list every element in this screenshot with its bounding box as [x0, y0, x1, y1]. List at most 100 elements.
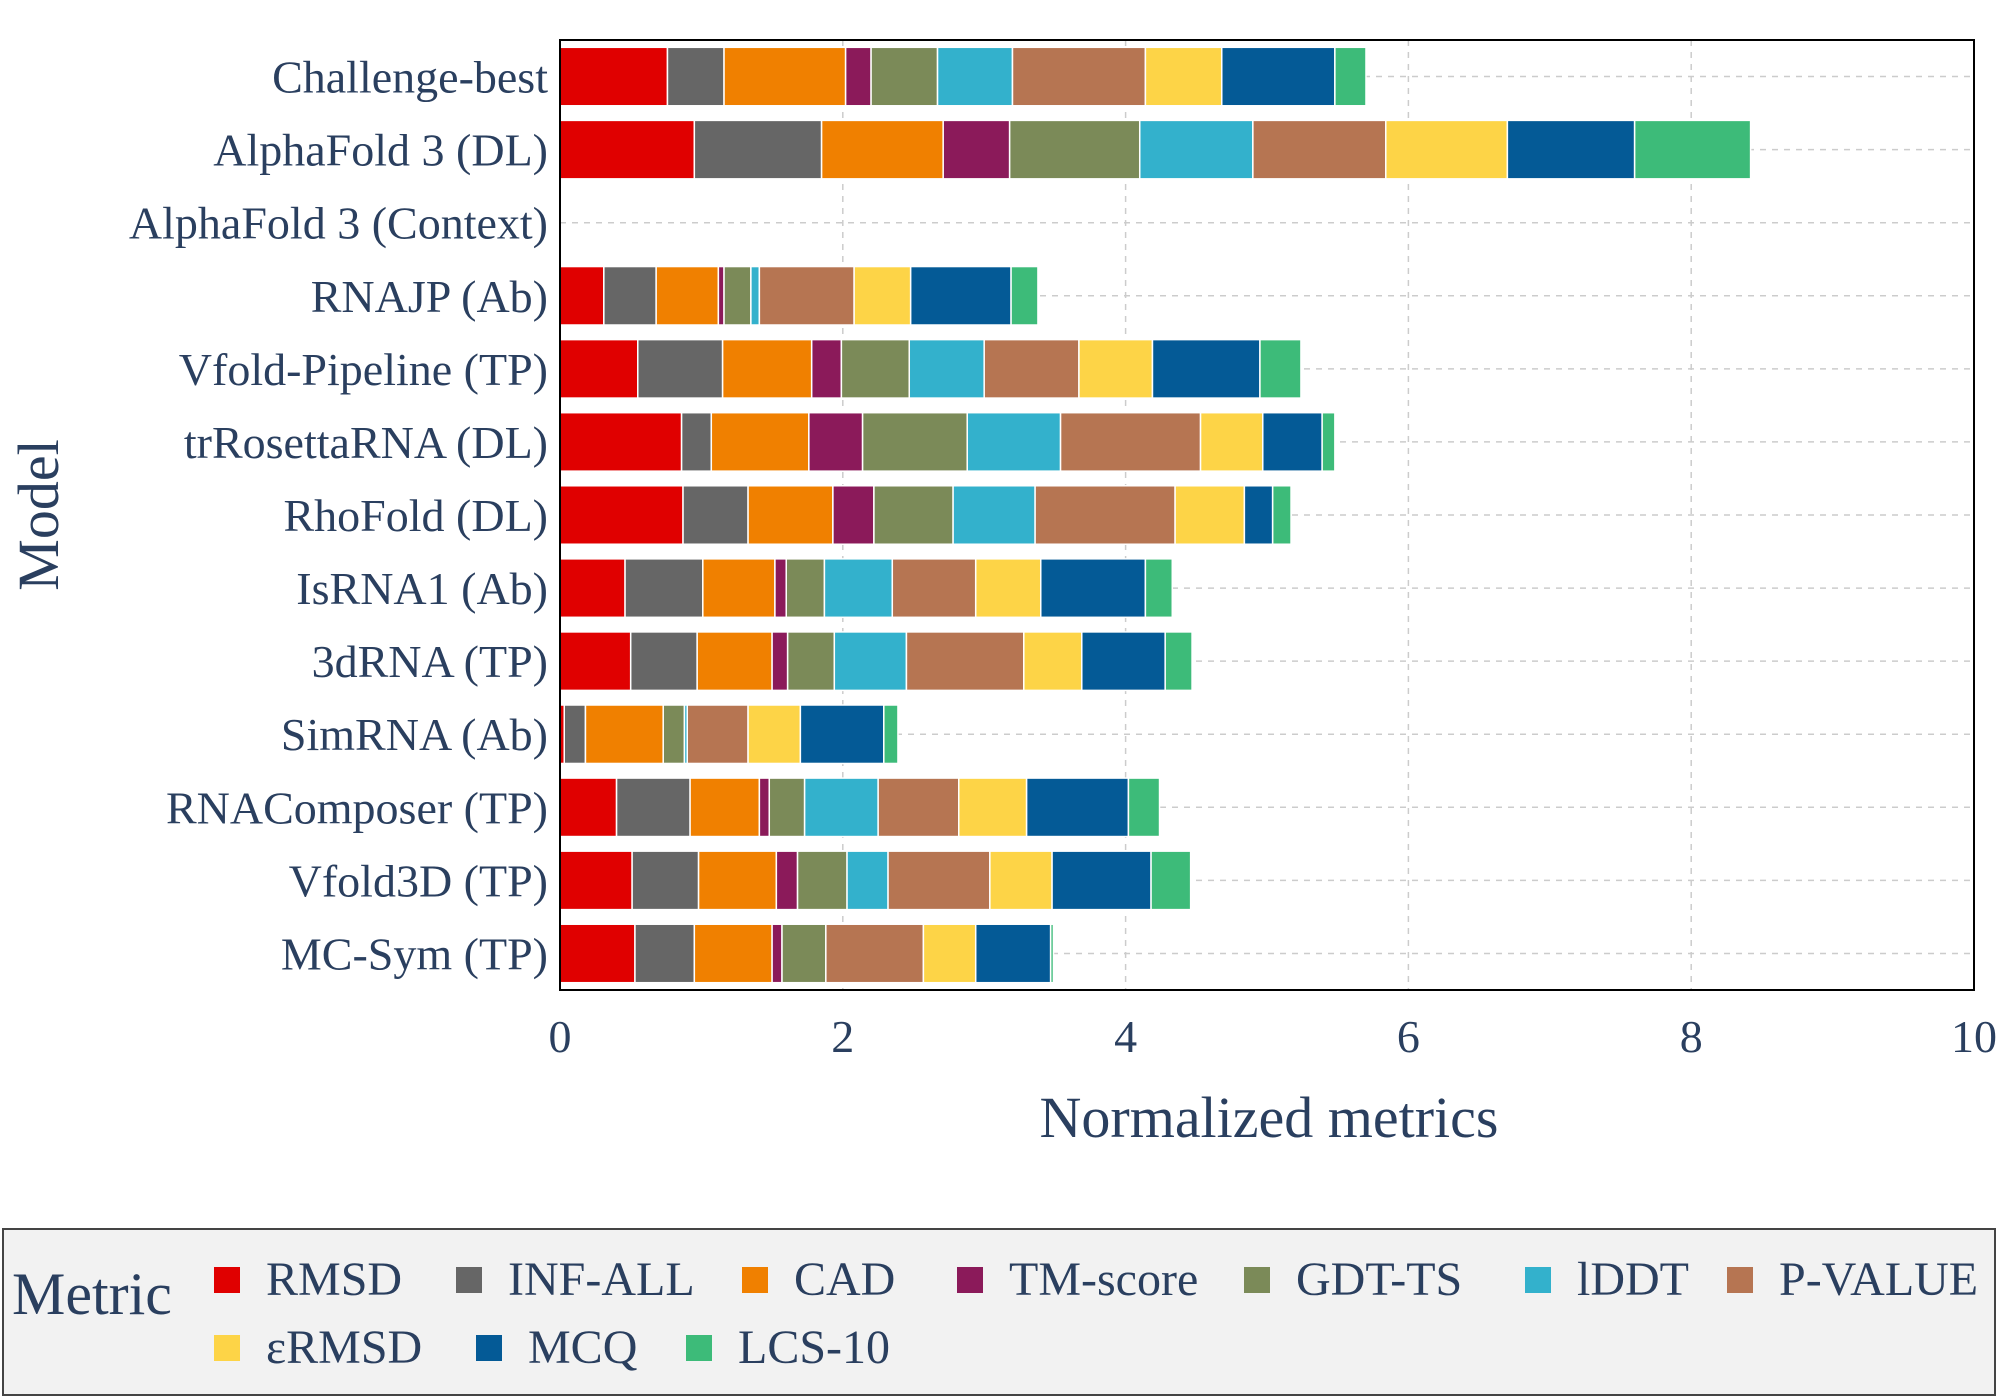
bar-segment: [1262, 411, 1323, 472]
y-tick-label: IsRNA1 (Ab): [296, 563, 548, 614]
bar-segment: [785, 558, 826, 619]
bar-segment: [887, 850, 991, 911]
y-tick-label: MC-Sym (TP): [281, 928, 548, 979]
bar-segment: [682, 485, 749, 545]
bar-segment: [693, 119, 823, 180]
bar-segment: [781, 923, 827, 984]
bar-segment: [563, 704, 587, 765]
legend-swatch: [214, 1266, 240, 1293]
bar-segment: [1059, 411, 1202, 472]
bar-segment: [559, 265, 605, 326]
bar-segment: [905, 631, 1025, 692]
bars: [559, 46, 1752, 984]
bar-segment: [1040, 558, 1147, 619]
bar-segment: [861, 411, 968, 472]
bar-segment: [775, 850, 799, 911]
bar-segment: [1010, 265, 1039, 326]
y-tick-label: trRosettaRNA (DL): [184, 417, 548, 468]
bar-segment: [908, 338, 985, 399]
bar-segment: [1334, 46, 1367, 107]
bar-segment: [974, 558, 1042, 619]
legend-label: MCQ: [528, 1321, 638, 1374]
bar-segment: [1138, 119, 1254, 180]
bar-segment: [983, 338, 1080, 399]
legend-entry: P-VALUE: [1727, 1252, 1978, 1307]
bar-segment: [747, 485, 834, 545]
bar-segment: [662, 704, 686, 765]
bar-segment: [758, 777, 771, 838]
bar-segment: [1633, 119, 1752, 180]
bar-segment: [796, 850, 848, 911]
plot-frame: [559, 39, 1975, 991]
bar-segment: [786, 631, 836, 692]
bar-segment: [1023, 631, 1083, 692]
bar-segment: [844, 46, 872, 107]
bar-segment: [1078, 338, 1154, 399]
legend-entry: INF-ALL: [456, 1252, 695, 1307]
bar-segment: [768, 777, 806, 838]
legend-swatch: [1727, 1266, 1753, 1293]
bar-segment: [840, 338, 911, 399]
legend-entry: GDT-TS: [1244, 1252, 1462, 1307]
legend: Metric RMSD INF-ALL CAD TM-score GDT-TS lDDT P…: [2, 1228, 1996, 1396]
bar-segment: [808, 411, 864, 472]
bar-segment: [697, 850, 778, 911]
bar-segment: [1243, 485, 1274, 545]
bar-segment: [883, 704, 899, 765]
bar-segment: [803, 777, 879, 838]
legend-swatch: [957, 1266, 983, 1293]
legend-title: Metric: [12, 1261, 172, 1327]
bar-segment: [974, 923, 1052, 984]
bar-segment: [559, 119, 696, 180]
bar-segment: [1144, 558, 1174, 619]
bar-segment: [615, 777, 691, 838]
bar-segment: [603, 265, 657, 326]
x-tick-labels: 0 2 4 6 8 10: [549, 1011, 1998, 1062]
bar-segment: [832, 485, 875, 545]
bar-segment: [559, 850, 633, 911]
x-tick-label: 4: [1114, 1011, 1137, 1062]
bar-segment: [966, 411, 1062, 472]
bar-segment: [1199, 411, 1264, 472]
bar-segment: [1034, 485, 1176, 545]
bar-segment: [1174, 485, 1246, 545]
bar-segment: [952, 485, 1036, 545]
bar-segment: [559, 485, 684, 545]
bar-segment: [909, 265, 1012, 326]
bar-segment: [825, 923, 925, 984]
bar-segment: [655, 265, 720, 326]
bar-segment: [1252, 119, 1387, 180]
legend-label: INF-ALL: [508, 1253, 695, 1306]
bar-segment: [1081, 631, 1166, 692]
y-tick-label: RNAJP (Ab): [311, 271, 548, 322]
bar-segment: [559, 777, 618, 838]
legend-swatch: [742, 1266, 768, 1293]
legend-swatch: [214, 1334, 240, 1361]
bar-segment: [1321, 411, 1336, 472]
bar-segment: [631, 850, 700, 911]
bar-segment: [989, 850, 1053, 911]
bar-segment: [1127, 777, 1161, 838]
y-tick-label: AlphaFold 3 (Context): [129, 198, 548, 249]
bar-segment: [942, 119, 1011, 180]
y-tick-label: 3dRNA (TP): [312, 636, 548, 687]
y-axis-label: Model: [6, 439, 71, 590]
legend-swatch: [476, 1334, 502, 1361]
bar-segment: [559, 46, 669, 107]
bar-segment: [877, 777, 960, 838]
bar-segment: [629, 631, 698, 692]
bar-segment: [747, 704, 802, 765]
bar-segment: [853, 265, 912, 326]
y-tick-label: AlphaFold 3 (DL): [213, 125, 548, 176]
x-axis-label: Normalized metrics: [1040, 1085, 1499, 1150]
legend-label: TM-score: [1009, 1253, 1199, 1306]
bar-segment: [1221, 46, 1336, 107]
bar-segment: [774, 558, 787, 619]
x-tick-label: 6: [1397, 1011, 1420, 1062]
bar-segment: [723, 46, 847, 107]
bar-segment: [771, 923, 783, 984]
legend-entry: lDDT: [1525, 1252, 1689, 1307]
bar-segment: [771, 631, 789, 692]
x-tick-label: 0: [549, 1011, 572, 1062]
